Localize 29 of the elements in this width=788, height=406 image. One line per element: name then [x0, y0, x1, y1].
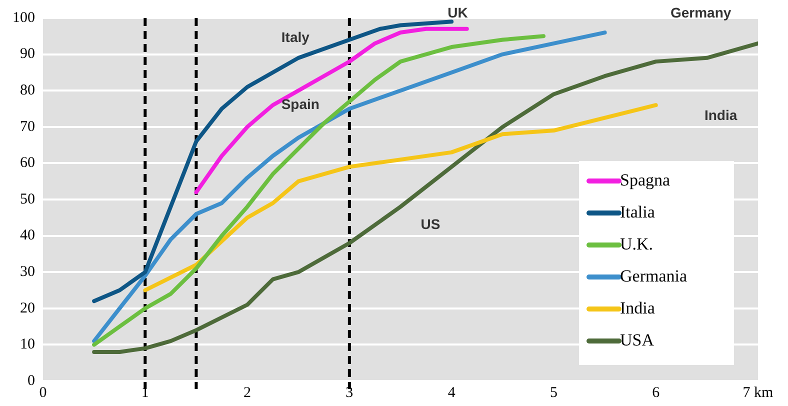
y-tick-label: 80 [20, 82, 35, 99]
legend-label: Germania [620, 266, 688, 286]
y-tick-label: 40 [20, 228, 35, 244]
x-tick-label: 4 [448, 384, 456, 401]
legend-label: India [620, 298, 656, 318]
y-tick-label: 100 [12, 10, 35, 26]
y-tick-label: 60 [20, 155, 35, 172]
x-tick-label: 5 [550, 384, 558, 401]
y-tick-label: 50 [20, 191, 35, 208]
x-tick-label: 6 [652, 384, 660, 401]
x-tick-label: 2 [244, 384, 252, 401]
y-tick-label: 70 [20, 118, 35, 135]
y-tick-label: 10 [20, 336, 35, 353]
legend-label: Italia [620, 202, 656, 222]
annotation: India [704, 106, 738, 123]
annotation: Spain [281, 96, 320, 112]
annotation: UK [448, 4, 468, 21]
annotation: Italy [281, 28, 310, 45]
legend-label: Spagna [620, 170, 670, 190]
legend-label: USA [620, 330, 655, 350]
annotation: US [420, 216, 440, 232]
y-tick-label: 20 [20, 300, 35, 316]
legend-label: U.K. [620, 234, 654, 254]
annotation: Germany [670, 4, 732, 21]
y-tick-label: 90 [20, 46, 35, 62]
x-tick-label: 7 km [742, 384, 774, 401]
x-tick-label: 0 [39, 384, 47, 401]
y-tick-label: 30 [20, 264, 35, 280]
y-tick-label: 0 [28, 372, 35, 389]
